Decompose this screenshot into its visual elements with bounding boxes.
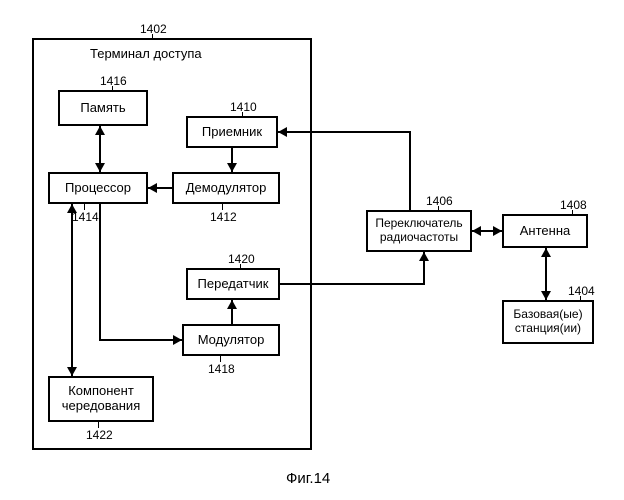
leader	[98, 422, 99, 428]
node-transmitter: Передатчик	[186, 268, 280, 300]
leader	[84, 204, 85, 210]
leader	[572, 210, 573, 214]
node-label: Процессор	[65, 181, 131, 196]
node-label: Память	[80, 101, 125, 116]
node-label: Модулятор	[198, 333, 265, 348]
ref-frame: 1402	[140, 22, 167, 36]
ref-receiver: 1410	[230, 100, 257, 114]
ref-antenna: 1408	[560, 198, 587, 212]
node-label: Компонент чередования	[62, 384, 140, 414]
node-rfswitch: Переключатель радиочастоты	[366, 210, 472, 252]
leader	[580, 296, 581, 300]
node-label: Антенна	[520, 224, 570, 239]
frame-title: Терминал доступа	[90, 46, 202, 61]
leader	[222, 204, 223, 210]
node-demodulator: Демодулятор	[172, 172, 280, 204]
ref-memory: 1416	[100, 74, 127, 88]
ref-transmitter: 1420	[228, 252, 255, 266]
figure-caption: Фиг.14	[286, 470, 330, 487]
node-processor: Процессор	[48, 172, 148, 204]
node-basestation: Базовая(ые) станция(ии)	[502, 300, 594, 344]
leader	[438, 206, 439, 210]
node-receiver: Приемник	[186, 116, 278, 148]
leader	[240, 264, 241, 268]
node-modulator: Модулятор	[182, 324, 280, 356]
node-label: Передатчик	[198, 277, 269, 292]
node-label: Демодулятор	[186, 181, 267, 196]
ref-demod: 1412	[210, 210, 237, 224]
leader	[112, 86, 113, 90]
node-label: Приемник	[202, 125, 262, 140]
ref-processor: 1414	[72, 210, 99, 224]
leader	[242, 112, 243, 116]
diagram-stage: Терминал доступа Память Процессор Приемн…	[0, 0, 624, 500]
node-label: Переключатель радиочастоты	[375, 217, 462, 245]
leader	[152, 34, 153, 38]
node-antenna: Антенна	[502, 214, 588, 248]
node-interleave: Компонент чередования	[48, 376, 154, 422]
node-memory: Память	[58, 90, 148, 126]
ref-rfswitch: 1406	[426, 194, 453, 208]
ref-modulator: 1418	[208, 362, 235, 376]
node-label: Базовая(ые) станция(ии)	[513, 308, 582, 336]
ref-basestation: 1404	[568, 284, 595, 298]
leader	[220, 356, 221, 362]
ref-interleave: 1422	[86, 428, 113, 442]
